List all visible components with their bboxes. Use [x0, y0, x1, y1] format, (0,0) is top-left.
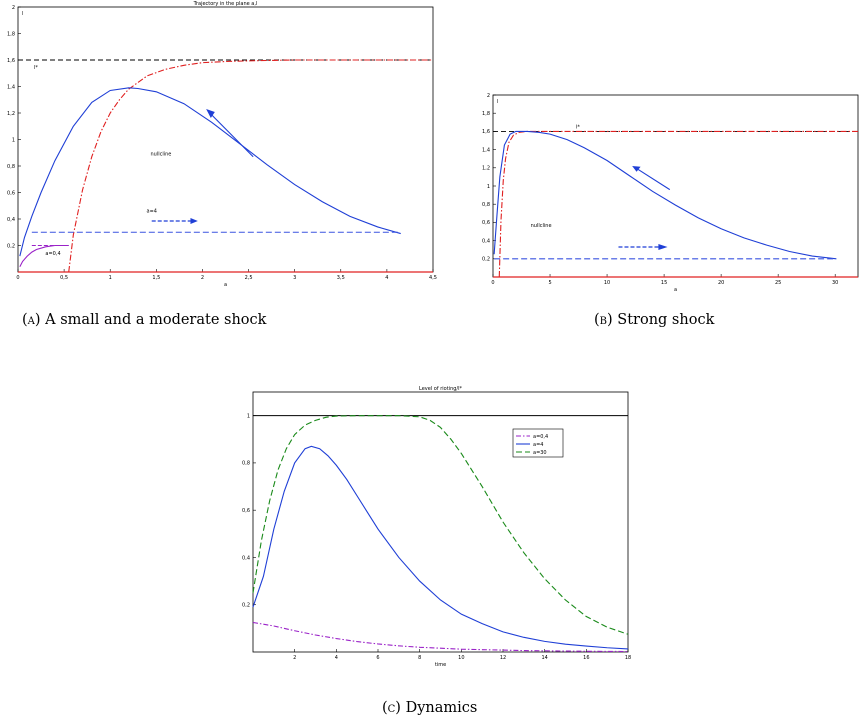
y-tick-label: 1,6	[7, 58, 15, 64]
chart-b: 0,20,40,60,811,21,41,61,820 5 10 15 20 25 30al…	[482, 93, 859, 293]
caption-a-tag: (a)	[22, 312, 41, 328]
y-tick-label: 0,8	[7, 164, 15, 170]
x-tick-label: 4,5	[429, 275, 437, 281]
x-tick-label: 6	[376, 655, 379, 661]
arrow-head-right	[190, 217, 198, 224]
reference-label: l*	[34, 65, 38, 71]
plot-area-0: 0,2 0,4 0,6 0,8 1 1,2 1,4 1,6 1,8 2 0 0,5 1 1,5 2 2,5 3 3…	[7, 1, 437, 288]
x-tick-label: 4	[335, 655, 338, 661]
annotation-nullcline: nullcline	[531, 223, 552, 229]
x-tick-label: 3	[293, 275, 296, 281]
legend-label: a=0,4	[533, 434, 548, 440]
x-tick-label: 14	[541, 655, 547, 661]
y-tick-label: 1,8	[482, 111, 490, 117]
y-tick-label: 1	[12, 137, 15, 143]
y-tick-label: 2	[487, 93, 490, 99]
x-tick-label: 30	[832, 280, 838, 286]
x-tick-label: 2	[201, 275, 204, 281]
caption-c-text: Dynamics	[405, 700, 478, 716]
y-tick-label: 0,8	[242, 461, 250, 467]
x-tick-label: 10	[604, 280, 610, 286]
x-axis-label: a	[674, 287, 677, 293]
x-tick-label: 2	[293, 655, 296, 661]
x-axis-label: time	[435, 662, 446, 668]
y-tick-label: 0,4	[242, 555, 250, 561]
annotation-a04: a=0,4	[45, 251, 60, 257]
x-tick-label: 3,5	[337, 275, 345, 281]
x-axis-label: a	[224, 282, 227, 288]
y-tick-label: 0,6	[242, 508, 250, 514]
x-tick-label: 0,5	[60, 275, 68, 281]
y-tick-label: 1	[487, 184, 490, 190]
y-tick-label: 1,6	[482, 129, 490, 135]
y-tick-label: 1,2	[482, 166, 490, 172]
y-tick-label: 0,6	[482, 220, 490, 226]
series-line-1	[19, 87, 401, 257]
arrow-head-up	[206, 109, 215, 118]
caption-b-text: Strong shock	[617, 312, 715, 328]
annotation-a4: a=4	[147, 208, 157, 214]
caption-c: (c) Dynamics	[382, 700, 477, 716]
arrow-head-right	[658, 243, 668, 250]
x-tick-label: 20	[718, 280, 724, 286]
x-tick-label: 12	[500, 655, 506, 661]
caption-c-tag: (c)	[382, 700, 401, 716]
y-tick-label: 2	[12, 5, 15, 11]
axes-frame	[492, 94, 859, 278]
legend-label: a=4	[533, 442, 543, 448]
y-tick-label: 0,4	[7, 217, 15, 223]
y-tick-label: 1	[247, 413, 250, 419]
series-line-2	[252, 415, 629, 635]
x-tick-label: 25	[775, 280, 781, 286]
x-tick-label: 8	[418, 655, 421, 661]
arrow-shaft-up	[209, 112, 254, 158]
caption-b-tag: (b)	[594, 312, 613, 328]
x-tick-label: 4	[385, 275, 388, 281]
y-tick-label: 0,6	[7, 190, 15, 196]
legend-label: a=30	[533, 450, 547, 456]
y-tick-label: 0,2	[242, 603, 250, 609]
y-axis-label: l	[22, 11, 23, 17]
reference-label: l*	[576, 124, 580, 130]
series-line-3	[19, 244, 69, 267]
series-line-1	[493, 130, 837, 260]
caption-b: (b) Strong shock	[594, 312, 714, 328]
series-line-0	[498, 130, 858, 278]
series-line-0	[252, 621, 629, 653]
x-tick-label: 1,5	[152, 275, 160, 281]
y-tick-label: 1,2	[7, 111, 15, 117]
x-tick-label: 5	[548, 280, 551, 286]
y-tick-label: 0,4	[482, 238, 490, 244]
caption-a: (a) A small and a moderate shock	[22, 312, 266, 328]
y-tick-label: 1,4	[482, 147, 490, 153]
x-tick-label: 15	[661, 280, 667, 286]
chart-title: Trajectory in the plane a,l	[193, 1, 258, 7]
annotation-nullcline: nullcline	[150, 151, 171, 157]
y-tick-label: 0,2	[482, 257, 490, 263]
chart-title: Level of rioting/l*	[419, 386, 462, 392]
x-tick-label: 16	[583, 655, 589, 661]
arrow-head-up	[632, 165, 641, 172]
arrow-shaft-up	[635, 167, 671, 191]
series-line-0	[68, 59, 433, 273]
y-axis-label: l	[497, 99, 498, 105]
y-tick-label: 1,8	[7, 31, 15, 37]
y-tick-label: 0,8	[482, 202, 490, 208]
axes-frame	[252, 391, 629, 653]
x-tick-label: 0	[16, 275, 19, 281]
y-tick-label: 1,4	[7, 84, 15, 90]
x-tick-label: 1	[109, 275, 112, 281]
x-tick-label: 10	[458, 655, 464, 661]
chart-a: 0,2 0,4 0,6 0,8 1 1,2 1,4 1,6 1,8 2 0 0,5 1 1,5 2 2,5 3 3…	[7, 1, 437, 288]
x-tick-label: 18	[625, 655, 631, 661]
y-tick-label: 0,2	[7, 243, 15, 249]
caption-a-text: A small and a moderate shock	[45, 312, 267, 328]
plot-area-1: 0,20,40,60,811,21,41,61,820 5 10 15 20 25 30al…	[482, 93, 859, 293]
x-tick-label: 2,5	[245, 275, 253, 281]
x-tick-label: 0	[491, 280, 494, 286]
series-line-1	[252, 445, 629, 650]
